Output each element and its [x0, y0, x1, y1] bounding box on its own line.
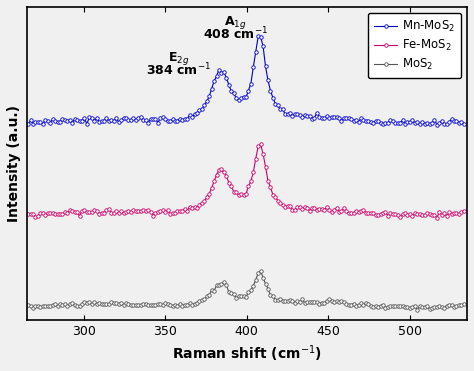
- Mn-MoS$_2$: [67, 118, 73, 122]
- Fe-MoS$_2$: [434, 216, 440, 220]
- Mn-MoS$_2$: [461, 122, 466, 126]
- Text: E$_{2g}$: E$_{2g}$: [167, 50, 189, 67]
- Mn-MoS$_2$: [216, 67, 222, 72]
- Fe-MoS$_2$: [104, 208, 109, 213]
- Line: Mn-MoS$_2$: Mn-MoS$_2$: [27, 35, 465, 127]
- Mn-MoS$_2$: [255, 34, 261, 39]
- MoS$_2$: [414, 308, 420, 312]
- MoS$_2$: [258, 269, 264, 273]
- MoS$_2$: [25, 303, 31, 308]
- Fe-MoS$_2$: [353, 209, 359, 213]
- Fe-MoS$_2$: [62, 210, 68, 214]
- MoS$_2$: [104, 301, 109, 306]
- Y-axis label: Intensity (a.u.): Intensity (a.u.): [7, 105, 21, 222]
- Mn-MoS$_2$: [353, 118, 359, 122]
- MoS$_2$: [150, 302, 156, 307]
- MoS$_2$: [67, 302, 73, 307]
- Mn-MoS$_2$: [104, 116, 109, 121]
- Fe-MoS$_2$: [461, 209, 466, 213]
- Fe-MoS$_2$: [67, 208, 73, 213]
- Mn-MoS$_2$: [434, 122, 440, 127]
- MoS$_2$: [216, 282, 222, 287]
- Text: 408 cm$^{-1}$: 408 cm$^{-1}$: [203, 26, 268, 43]
- Mn-MoS$_2$: [25, 122, 31, 127]
- Fe-MoS$_2$: [258, 142, 264, 147]
- Line: Fe-MoS$_2$: Fe-MoS$_2$: [27, 142, 465, 220]
- Fe-MoS$_2$: [150, 213, 156, 218]
- Line: MoS$_2$: MoS$_2$: [27, 270, 465, 312]
- MoS$_2$: [461, 302, 466, 306]
- Mn-MoS$_2$: [62, 117, 68, 122]
- Text: A$_{1g}$: A$_{1g}$: [224, 14, 246, 31]
- Legend: Mn-MoS$_2$, Fe-MoS$_2$, MoS$_2$: Mn-MoS$_2$, Fe-MoS$_2$, MoS$_2$: [368, 13, 461, 78]
- Fe-MoS$_2$: [216, 168, 222, 172]
- MoS$_2$: [62, 302, 68, 306]
- MoS$_2$: [353, 303, 359, 308]
- X-axis label: Raman shift (cm$^{-1}$): Raman shift (cm$^{-1}$): [172, 344, 322, 364]
- Fe-MoS$_2$: [25, 211, 31, 216]
- Mn-MoS$_2$: [150, 116, 156, 121]
- Text: 384 cm$^{-1}$: 384 cm$^{-1}$: [146, 62, 211, 79]
